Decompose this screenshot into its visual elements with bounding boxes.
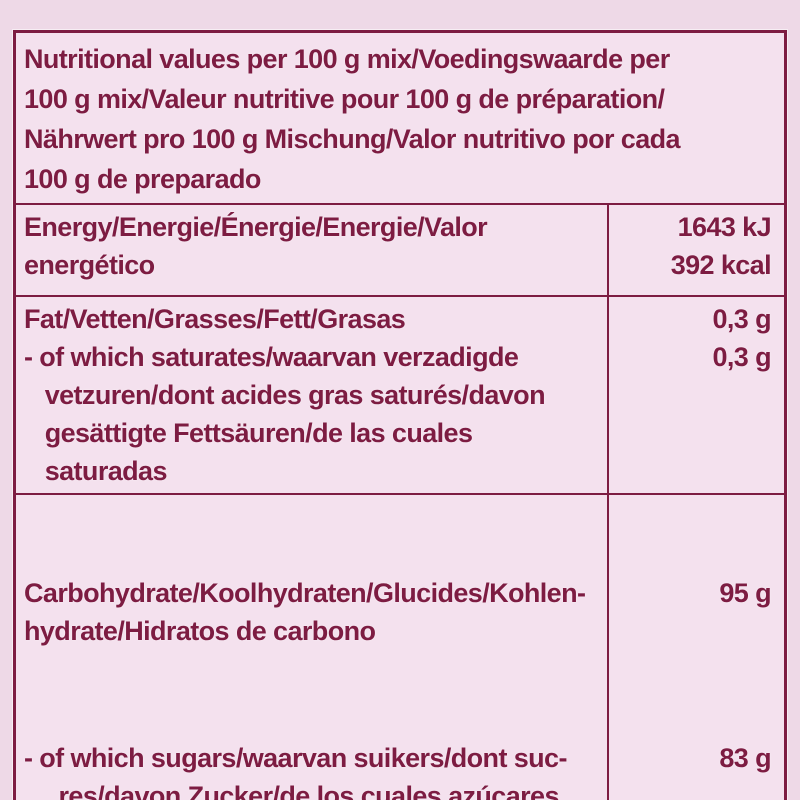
sugars-label: - of which sugars/waarvan suikers/dont s… [24, 743, 567, 800]
row-fat: Fat/Vetten/Grasses/Fett/Grasas - of whic… [16, 295, 784, 493]
energy-value: 1643 kJ 392 kcal [607, 205, 784, 295]
carbohydrate-label: Carbohydrate/Koolhydraten/Glucides/Kohle… [24, 578, 586, 646]
fat-and-saturates-label: Fat/Vetten/Grasses/Fett/Grasas - of whic… [24, 304, 546, 486]
nutrition-table: Nutritional values per 100 g mix/Voeding… [13, 30, 787, 800]
carbohydrate-label-cell: Carbohydrate/Koolhydraten/Glucides/Kohle… [16, 495, 607, 800]
row-energy: Energy/Energie/Énergie/Energie/Valor ene… [16, 203, 784, 295]
carbohydrate-value: 95 g [719, 578, 771, 608]
table-title: Nutritional values per 100 g mix/Voeding… [24, 44, 681, 194]
fat-and-saturates-value: 0,3 g 0,3 g [607, 297, 784, 493]
carbohydrate-value-cell: 95 g 83 g [607, 495, 784, 800]
energy-label: Energy/Energie/Énergie/Energie/Valor ene… [24, 212, 488, 280]
row-carbohydrate: Carbohydrate/Koolhydraten/Glucides/Kohle… [16, 493, 784, 800]
table-header-row: Nutritional values per 100 g mix/Voeding… [16, 33, 784, 203]
sugars-value: 83 g [719, 743, 771, 773]
